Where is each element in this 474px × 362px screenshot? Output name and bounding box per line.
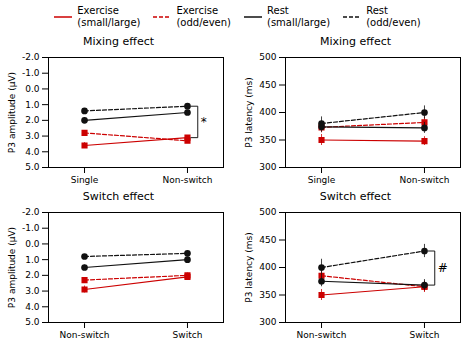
svg-text:P3 latency (ms): P3 latency (ms) bbox=[244, 77, 254, 147]
svg-text:P3 amplitude (μV): P3 amplitude (μV) bbox=[7, 227, 17, 308]
svg-text:#: # bbox=[438, 261, 448, 275]
html-text:Rest (odd/even): Rest (odd/even) bbox=[366, 5, 421, 28]
svg-text:2.0: 2.0 bbox=[25, 115, 40, 125]
svg-text:2.0: 2.0 bbox=[25, 270, 40, 280]
html-text:Switch effect: Switch effect bbox=[82, 190, 155, 203]
html-text:Switch effect: Switch effect bbox=[319, 190, 392, 203]
svg-text:Non-switch: Non-switch bbox=[163, 175, 213, 185]
svg-text:400: 400 bbox=[259, 107, 276, 117]
svg-text:0.0: 0.0 bbox=[25, 84, 40, 94]
svg-text:*: * bbox=[201, 115, 207, 129]
svg-text:300: 300 bbox=[259, 162, 276, 172]
svg-text:P3 latency (ms): P3 latency (ms) bbox=[244, 232, 254, 302]
svg-text:300: 300 bbox=[259, 317, 276, 327]
svg-text:-2.0: -2.0 bbox=[22, 52, 40, 62]
svg-text:1.0: 1.0 bbox=[25, 255, 40, 265]
svg-text:Switch: Switch bbox=[173, 330, 203, 340]
html-text:Exercise (odd/even): Exercise (odd/even) bbox=[176, 5, 231, 28]
svg-text:Non-switch: Non-switch bbox=[297, 330, 347, 340]
svg-text:5.0: 5.0 bbox=[25, 162, 40, 172]
svg-text:5.0: 5.0 bbox=[25, 317, 40, 327]
svg-text:0.0: 0.0 bbox=[25, 239, 40, 249]
svg-text:-2.0: -2.0 bbox=[22, 207, 40, 217]
svg-text:400: 400 bbox=[259, 262, 276, 272]
svg-text:Non-switch: Non-switch bbox=[400, 175, 450, 185]
svg-text:350: 350 bbox=[259, 290, 276, 300]
svg-text:350: 350 bbox=[259, 135, 276, 145]
svg-text:4.0: 4.0 bbox=[25, 302, 40, 312]
svg-text:Non-switch: Non-switch bbox=[60, 330, 110, 340]
html-text:Mixing effect: Mixing effect bbox=[83, 35, 154, 48]
svg-text:Single: Single bbox=[71, 175, 99, 185]
svg-text:3.0: 3.0 bbox=[25, 131, 40, 141]
svg-text:Single: Single bbox=[308, 175, 336, 185]
svg-text:P3 amplitude (μV): P3 amplitude (μV) bbox=[7, 72, 17, 153]
svg-text:500: 500 bbox=[259, 52, 276, 62]
html-text:Mixing effect: Mixing effect bbox=[320, 35, 391, 48]
svg-text:-1.0: -1.0 bbox=[22, 68, 40, 78]
html-text:Rest (small/large): Rest (small/large) bbox=[267, 5, 331, 28]
svg-text:500: 500 bbox=[259, 207, 276, 217]
html-text:Exercise (small/large): Exercise (small/large) bbox=[77, 5, 141, 28]
svg-text:Switch: Switch bbox=[410, 330, 440, 340]
svg-text:1.0: 1.0 bbox=[25, 100, 40, 110]
svg-text:-1.0: -1.0 bbox=[22, 223, 40, 233]
svg-text:450: 450 bbox=[259, 235, 276, 245]
svg-text:450: 450 bbox=[259, 80, 276, 90]
svg-text:4.0: 4.0 bbox=[25, 147, 40, 157]
svg-text:3.0: 3.0 bbox=[25, 286, 40, 296]
